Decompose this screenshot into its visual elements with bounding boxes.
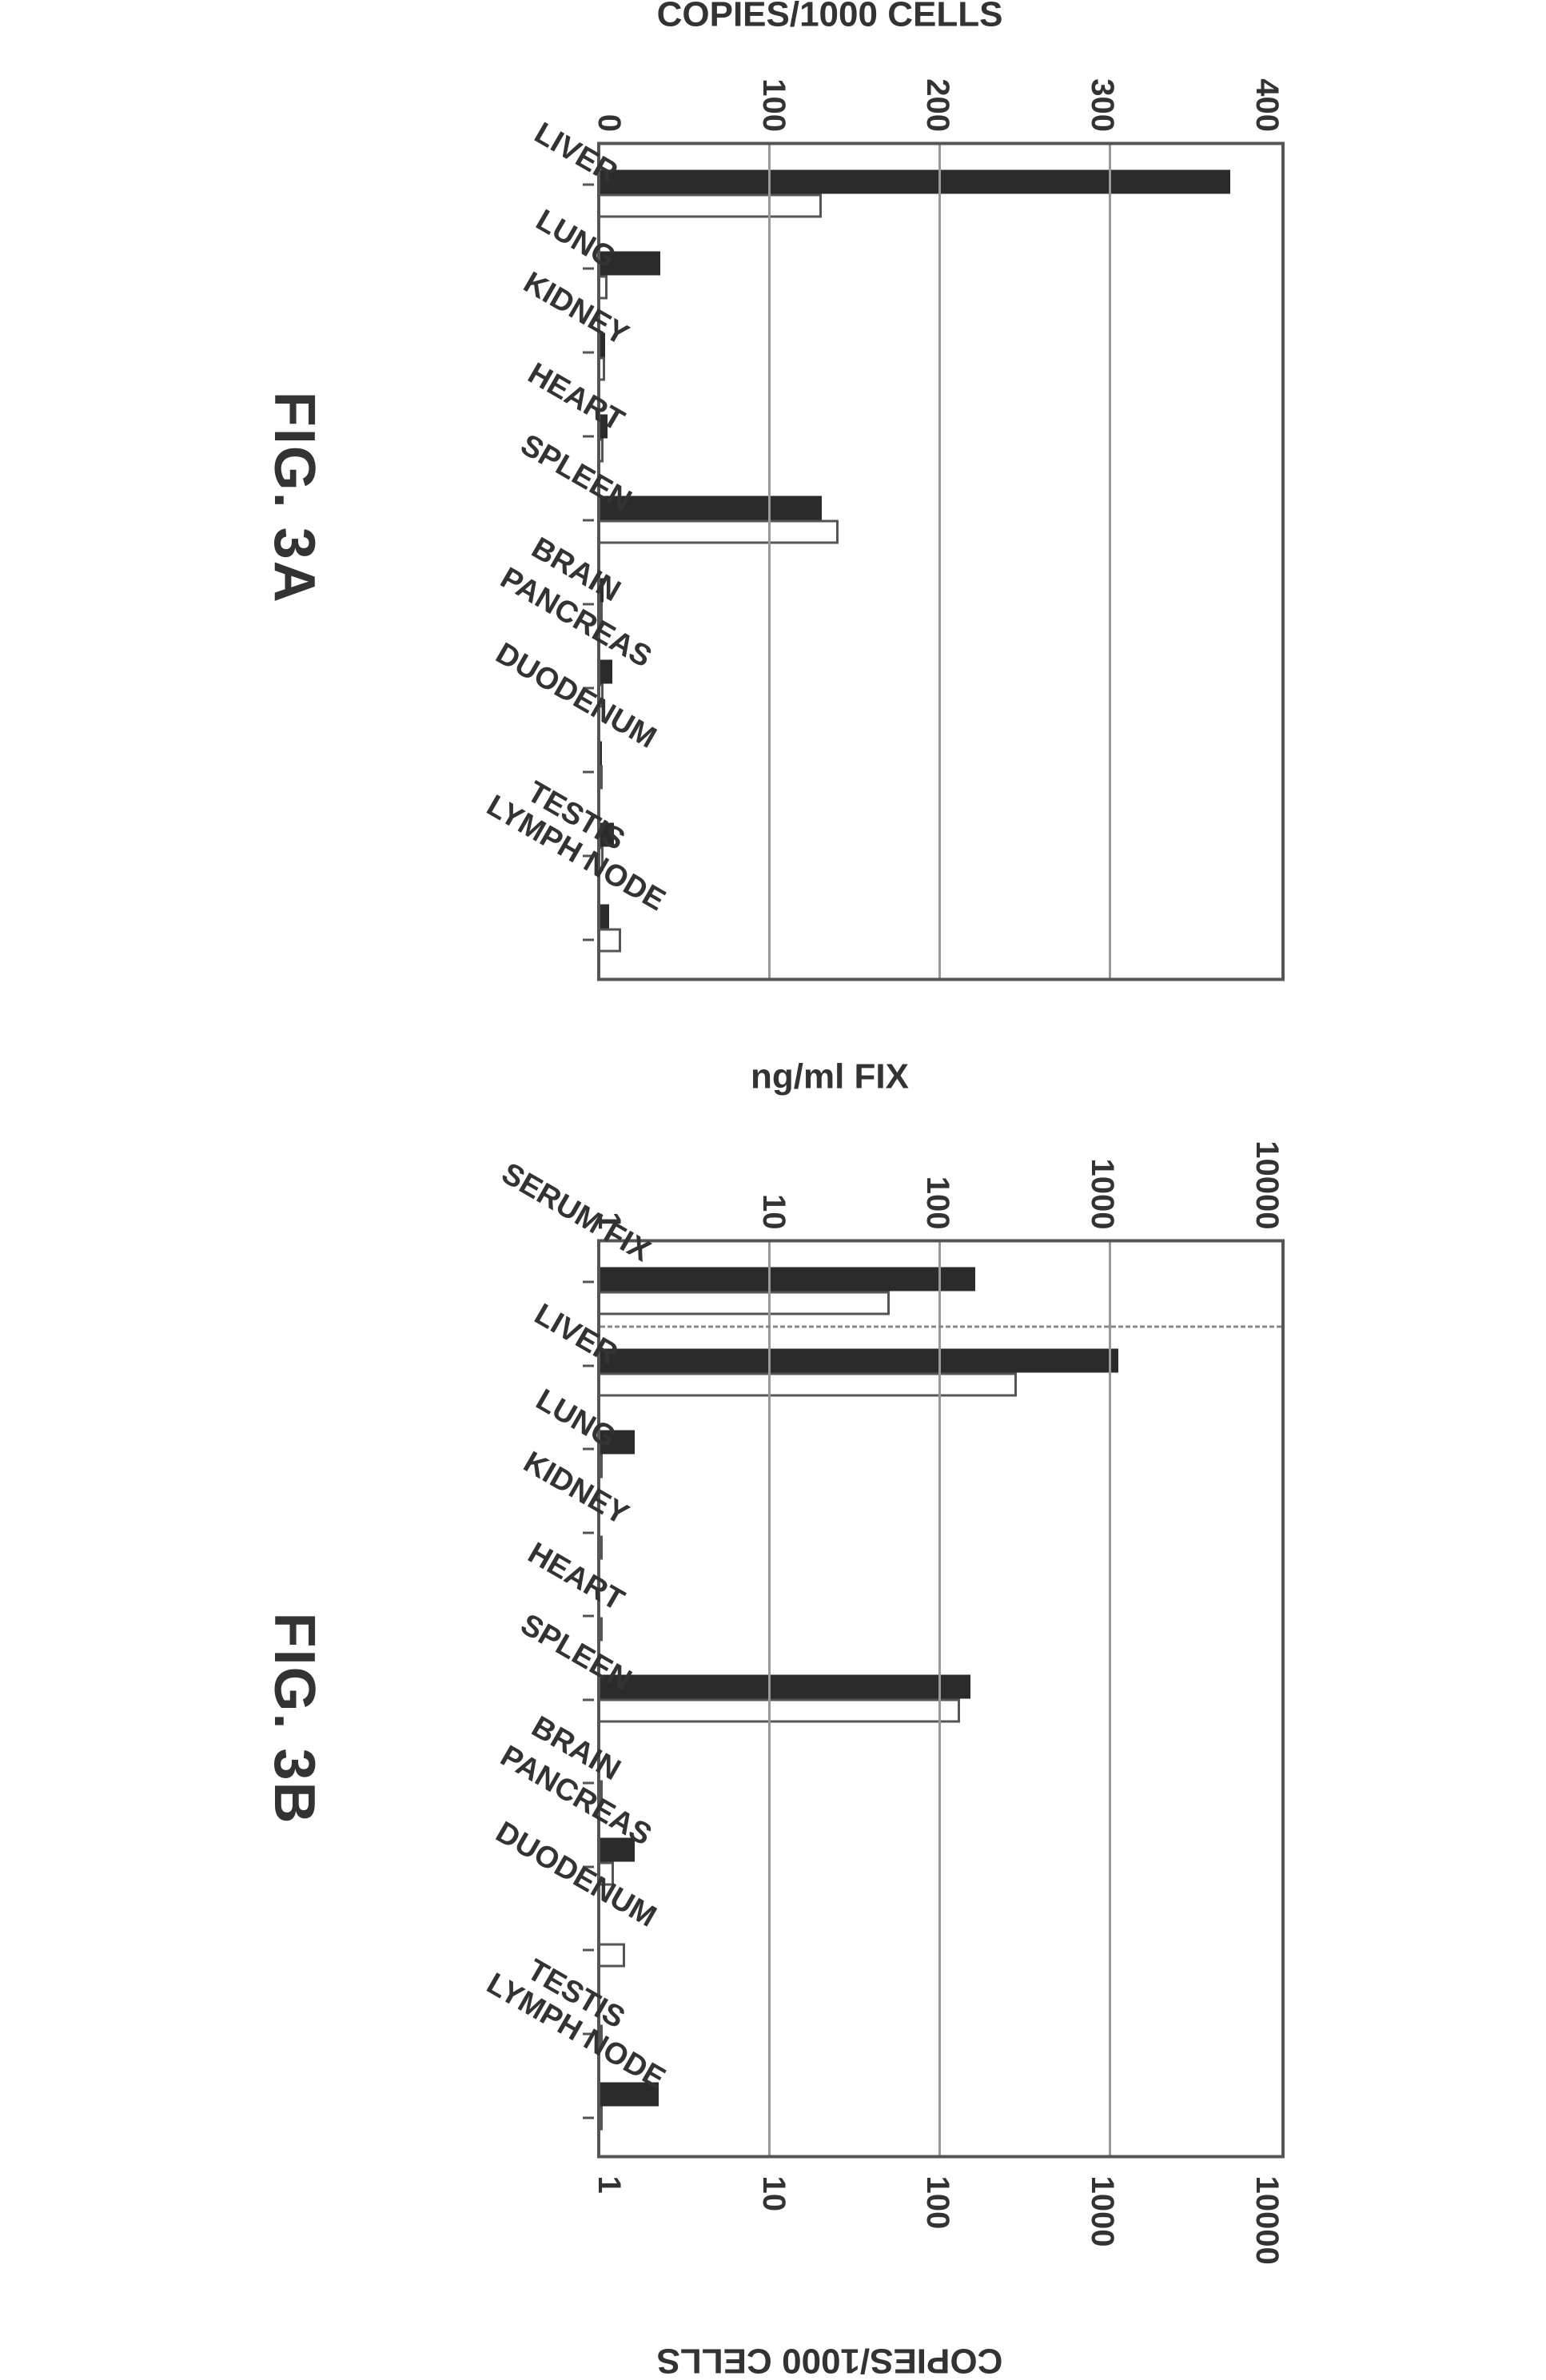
gridline bbox=[768, 1242, 771, 2155]
ytick-label: 100 bbox=[920, 2175, 956, 2229]
tickmark bbox=[583, 938, 594, 941]
bar-group bbox=[600, 1250, 1281, 1331]
yticks-right-3b: 10000 1000 100 10 1 bbox=[591, 2158, 1285, 2264]
bar-light bbox=[600, 2106, 603, 2130]
bar-group bbox=[600, 234, 1281, 316]
fig-label-3a: FIG. 3A bbox=[261, 391, 327, 603]
ytick-label: 10000 bbox=[1249, 1140, 1285, 1229]
bar-group bbox=[600, 887, 1281, 969]
bar-light bbox=[600, 438, 604, 462]
bar-group bbox=[600, 1576, 1281, 1658]
gridline bbox=[938, 145, 941, 977]
page-container: COPIES/1000 CELLS 4003002001000 LIVERLUN… bbox=[0, 0, 1546, 2374]
tickmark bbox=[583, 519, 594, 521]
chart-3b-wrap: ng/ml FIX 100001000100101 10000100010010… bbox=[375, 1077, 1285, 2360]
bar-light bbox=[600, 1372, 1017, 1396]
bar-group bbox=[600, 479, 1281, 560]
gridline bbox=[1109, 1242, 1111, 2155]
fig-label-3b: FIG. 3B bbox=[261, 1612, 327, 1825]
bar-group bbox=[600, 153, 1281, 234]
ytick-label: 10 bbox=[755, 1194, 791, 1230]
ytick-label: 0 bbox=[591, 113, 627, 131]
bar-group bbox=[600, 561, 1281, 643]
bar-light bbox=[600, 193, 822, 217]
chart-3a-wrap: COPIES/1000 CELLS 4003002001000 LIVERLUN… bbox=[375, 14, 1285, 981]
bar-group bbox=[600, 316, 1281, 397]
tickmark bbox=[583, 435, 594, 437]
tickmark bbox=[583, 2116, 594, 2119]
ytick-label: 1000 bbox=[1084, 2175, 1120, 2247]
ytick-label: 100 bbox=[920, 1176, 956, 1229]
bar-dark bbox=[600, 659, 612, 683]
gridline bbox=[1109, 145, 1111, 977]
yticks-left-3b: 100001000100101 bbox=[591, 1140, 1285, 1239]
bar-dark bbox=[600, 904, 609, 928]
bar-dark bbox=[600, 1267, 975, 1291]
bar-dark bbox=[600, 1674, 971, 1698]
bar-group bbox=[600, 1331, 1281, 1413]
bar-dark bbox=[600, 169, 1230, 193]
bar-light bbox=[600, 1943, 625, 1967]
plot-col-3b: 10000 1000 100 10 1 10000 1000 100 10 1 SERUM FI… bbox=[375, 1140, 1285, 2264]
divider-line bbox=[600, 1325, 1281, 1327]
tickmark bbox=[583, 1280, 594, 1283]
xticks-3b: SERUM FIXLIVERLUNGKIDNEYHEARTSPLEENBRAIN… bbox=[375, 1239, 591, 2158]
plot-row-3a: 400 300 200 100 0 bbox=[591, 78, 1285, 981]
gridline bbox=[768, 145, 771, 977]
yticks-3a: 400 300 200 100 0 bbox=[591, 78, 1285, 141]
bar-dark bbox=[600, 741, 602, 765]
bar-group bbox=[600, 1658, 1281, 1739]
tickmark bbox=[583, 1948, 594, 1951]
panel-fig-3b: ng/ml FIX 100001000100101 10000100010010… bbox=[261, 1077, 1285, 2360]
xtick: LYMPH NODE bbox=[375, 897, 591, 981]
ytick-label: 10 bbox=[755, 2175, 791, 2211]
xticks-3a: LIVERLUNGKIDNEYHEARTSPLEENBRAINPANCREASD… bbox=[375, 141, 591, 981]
bar-group bbox=[600, 1413, 1281, 1494]
bar-group bbox=[600, 643, 1281, 724]
bar-dark bbox=[600, 496, 822, 519]
bar-group bbox=[600, 2065, 1281, 2147]
bars-3b bbox=[600, 1242, 1281, 2155]
tickmark bbox=[583, 183, 594, 185]
tickmark bbox=[583, 351, 594, 353]
bar-light bbox=[600, 1617, 603, 1641]
tickmark bbox=[583, 1531, 594, 1534]
xtick: LYMPH NODE bbox=[375, 2074, 591, 2158]
ytick-label: 1 bbox=[591, 2175, 627, 2193]
bar-light bbox=[600, 1698, 960, 1722]
bar-light bbox=[600, 928, 621, 952]
bar-light bbox=[600, 765, 603, 789]
ytick-label: 10000 bbox=[1249, 2175, 1285, 2264]
bar-group bbox=[600, 1494, 1281, 1576]
bar-light bbox=[600, 1291, 890, 1315]
ytick-label: 200 bbox=[920, 78, 956, 132]
bar-dark bbox=[600, 1348, 1118, 1372]
bars-3a bbox=[600, 145, 1281, 977]
bar-light bbox=[600, 519, 839, 543]
bar-group bbox=[600, 806, 1281, 887]
ytick-label: 300 bbox=[1084, 78, 1120, 132]
gridline bbox=[938, 1242, 941, 2155]
plot-area-3a bbox=[597, 141, 1285, 981]
bar-group bbox=[600, 1739, 1281, 1821]
bar-light bbox=[600, 275, 608, 299]
ytick-label: 400 bbox=[1249, 78, 1285, 132]
bar-group bbox=[600, 397, 1281, 479]
tickmark bbox=[583, 770, 594, 773]
tickmark bbox=[583, 1614, 594, 1617]
ytick-label: 100 bbox=[755, 78, 791, 132]
bar-group bbox=[600, 724, 1281, 806]
bar-group bbox=[600, 1902, 1281, 1984]
tickmark bbox=[583, 1698, 594, 1701]
bar-group bbox=[600, 1821, 1281, 1902]
bar-light bbox=[600, 356, 605, 380]
bar-group bbox=[600, 1984, 1281, 2065]
ytick-label: 1000 bbox=[1084, 1158, 1120, 1229]
plot-col-3a: 400 300 200 100 0 LIVERLUNGKIDNEYHEARTSPLEEN… bbox=[375, 78, 1285, 981]
plot-area-3b bbox=[597, 1239, 1285, 2158]
plot-row-3b: 10000 1000 100 10 1 10000 1000 100 10 1 bbox=[591, 1140, 1285, 2264]
bar-light bbox=[600, 1454, 603, 1478]
panel-fig-3a: COPIES/1000 CELLS 4003002001000 LIVERLUN… bbox=[261, 14, 1285, 981]
bar-light bbox=[600, 1535, 603, 1559]
